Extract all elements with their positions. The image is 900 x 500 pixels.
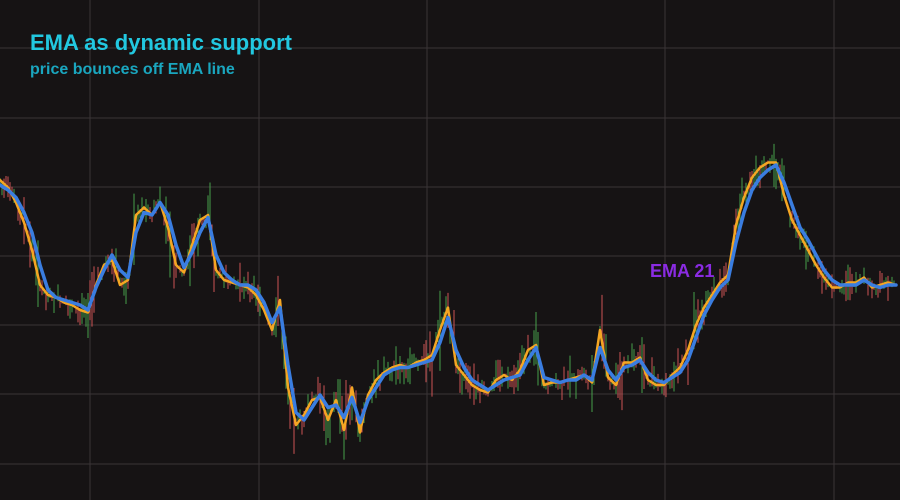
ema-series-label: EMA 21 xyxy=(650,261,715,281)
chart-subtitle: price bounces off EMA line xyxy=(30,61,235,78)
ema-21-line xyxy=(0,163,898,425)
price-candles xyxy=(0,143,895,460)
chart-title: EMA as dynamic support xyxy=(30,30,293,55)
